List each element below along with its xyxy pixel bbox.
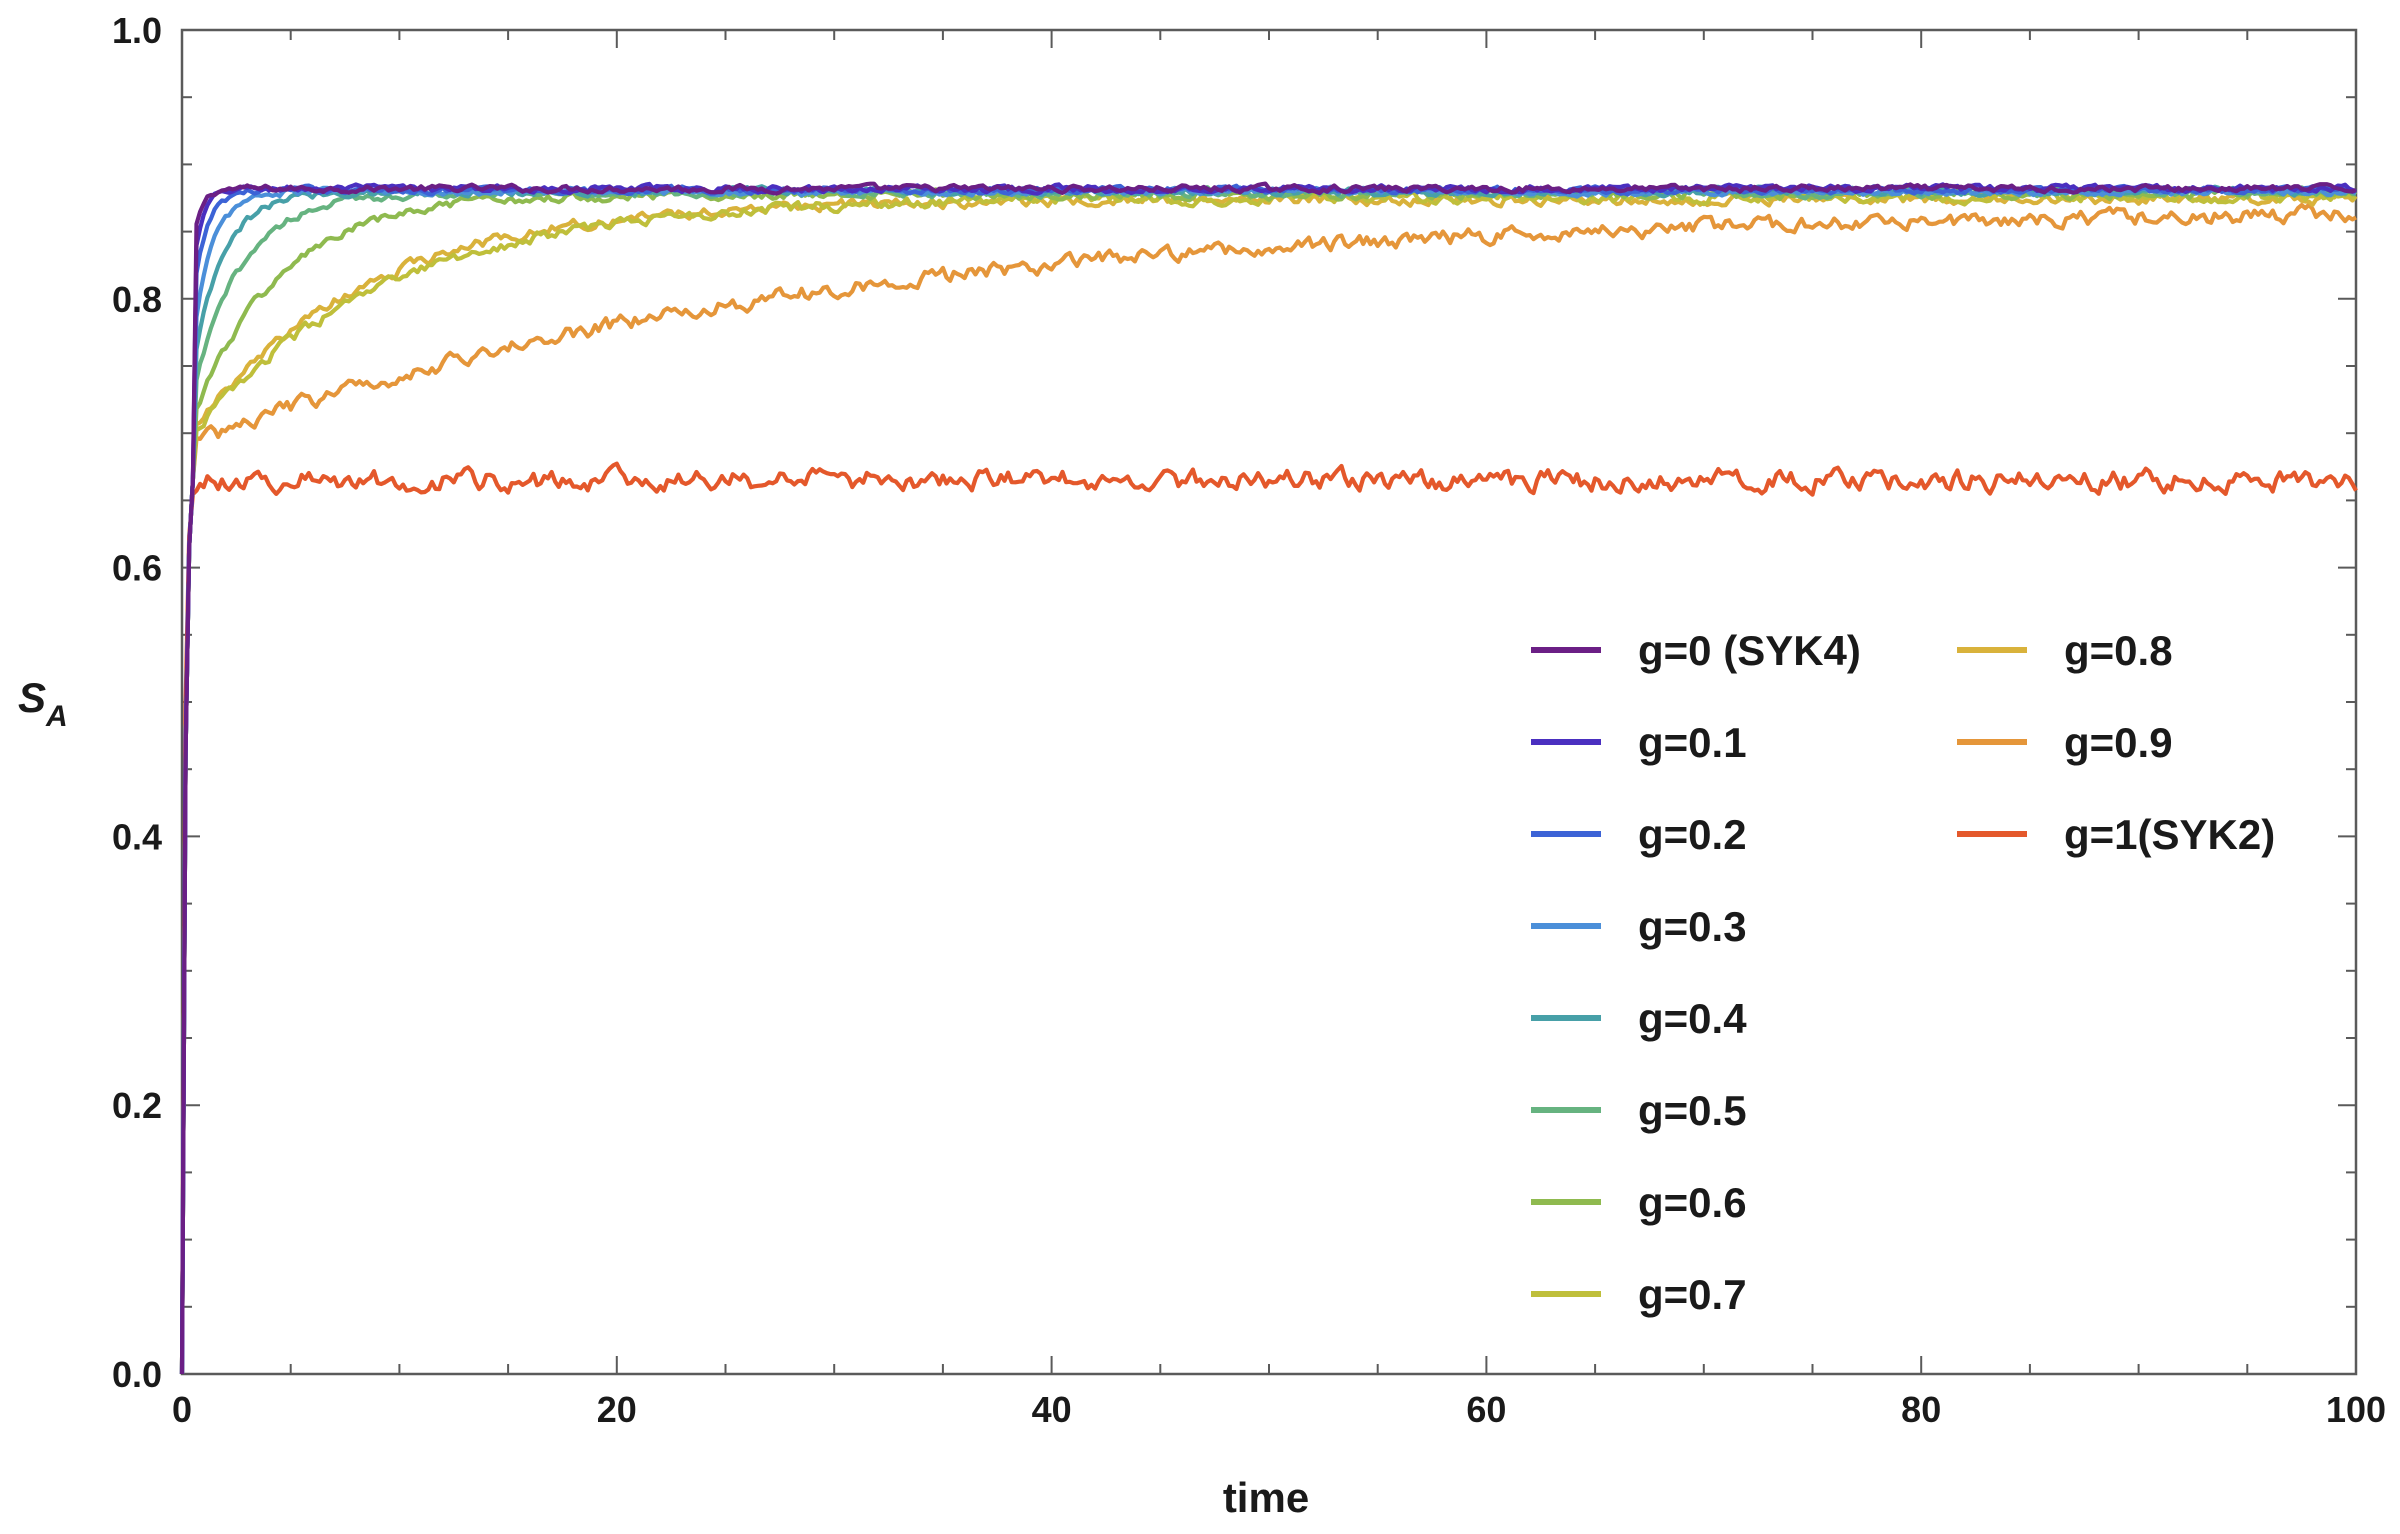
x-tick-label: 20 xyxy=(597,1389,637,1430)
x-tick-label: 80 xyxy=(1901,1389,1941,1430)
legend-label: g=0.9 xyxy=(2064,719,2173,766)
series-line-g-0-1 xyxy=(179,181,2357,1375)
legend-item: g=0.3 xyxy=(1531,903,1747,950)
legend-label: g=0.6 xyxy=(1638,1179,1747,1226)
legend-label: g=0 (SYK4) xyxy=(1638,627,1861,674)
y-tick-label: 0.2 xyxy=(112,1085,162,1126)
series-lines xyxy=(179,181,2358,1375)
series-line-g-0-syk4 xyxy=(179,181,2357,1375)
y-tick-label: 0.0 xyxy=(112,1354,162,1395)
y-tick-label: 0.6 xyxy=(112,548,162,589)
y-axis-label-main: S xyxy=(18,674,46,721)
y-tick-labels: 0.0 0.2 0.4 0.6 0.8 1.0 xyxy=(112,10,162,1395)
legend-item: g=0.6 xyxy=(1531,1179,1747,1226)
series-line-g-0-7 xyxy=(179,188,2357,1375)
series-line-g-0-9 xyxy=(179,202,2358,1375)
legend-label: g=0.1 xyxy=(1638,719,1747,766)
legend-label: g=0.5 xyxy=(1638,1087,1747,1134)
legend-item: g=0.2 xyxy=(1531,811,1747,858)
legend: g=0 (SYK4) g=0.1 g=0.2 g=0.3 g=0.4 g=0.5 g=0.6… xyxy=(1531,627,2275,1318)
axis-ticks xyxy=(181,29,2357,1375)
x-axis-label: time xyxy=(1223,1474,1309,1521)
series-line-g-0-3 xyxy=(179,184,2357,1375)
series-line-g-1-syk2 xyxy=(179,461,2358,1375)
legend-label: g=0.8 xyxy=(2064,627,2173,674)
legend-item: g=1(SYK2) xyxy=(1957,811,2275,858)
series-line-g-0-6 xyxy=(179,186,2358,1375)
x-tick-labels: 0 20 40 60 80 100 xyxy=(172,1389,2386,1430)
legend-label: g=0.2 xyxy=(1638,811,1747,858)
y-axis-label-sub: A xyxy=(45,700,68,733)
y-axis-label: SA xyxy=(18,674,68,733)
series-line-g-0-2 xyxy=(179,183,2357,1375)
plot-frame xyxy=(180,28,2358,1376)
x-tick-label: 40 xyxy=(1032,1389,1072,1430)
series-line-g-0-8 xyxy=(179,189,2358,1375)
legend-label: g=1(SYK2) xyxy=(2064,811,2275,858)
series-line-g-0-4 xyxy=(179,183,2357,1375)
legend-label: g=0.4 xyxy=(1638,995,1747,1042)
legend-item: g=0.1 xyxy=(1531,719,1747,766)
y-tick-label: 0.4 xyxy=(112,816,162,857)
x-tick-label: 100 xyxy=(2326,1389,2386,1430)
legend-item: g=0.8 xyxy=(1957,627,2173,674)
y-tick-label: 1.0 xyxy=(112,10,162,51)
series-line-g-0-5 xyxy=(179,185,2357,1375)
legend-item: g=0.7 xyxy=(1531,1271,1747,1318)
y-tick-label: 0.8 xyxy=(112,279,162,320)
legend-item: g=0.9 xyxy=(1957,719,2173,766)
x-tick-label: 60 xyxy=(1466,1389,1506,1430)
legend-item: g=0.5 xyxy=(1531,1087,1747,1134)
legend-label: g=0.7 xyxy=(1638,1271,1747,1318)
legend-item: g=0.4 xyxy=(1531,995,1747,1042)
legend-item: g=0 (SYK4) xyxy=(1531,627,1861,674)
x-tick-label: 0 xyxy=(172,1389,192,1430)
legend-label: g=0.3 xyxy=(1638,903,1747,950)
